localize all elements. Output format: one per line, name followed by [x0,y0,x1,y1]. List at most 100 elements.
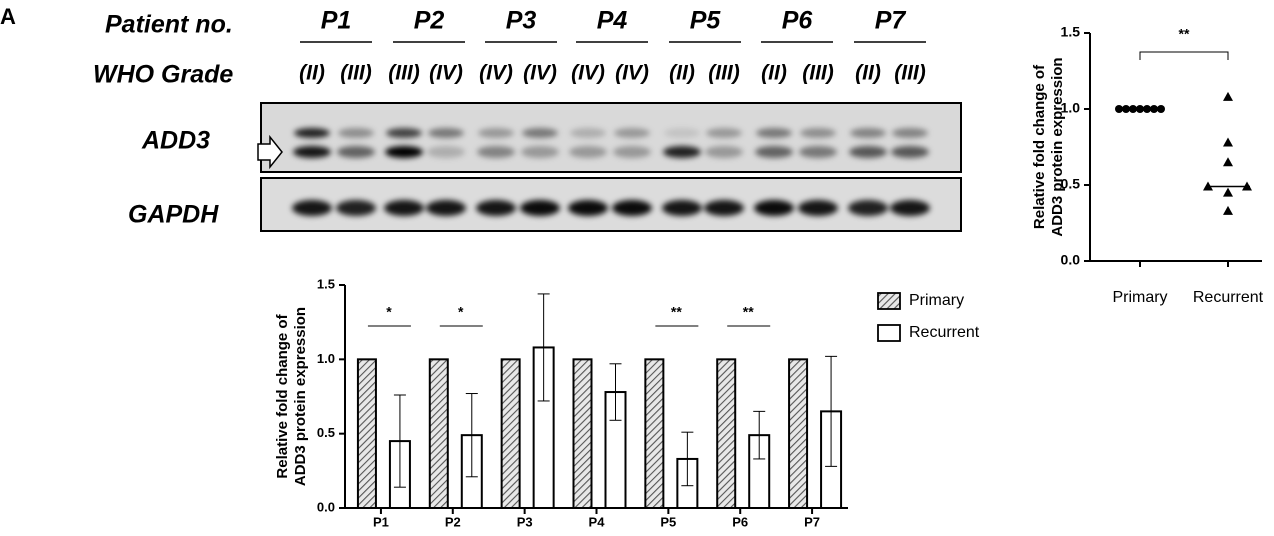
blot-band [337,146,375,158]
grade-label: (III) [340,62,372,85]
y-tick-label: 0.0 [1061,252,1081,268]
patient-label: P1 [321,7,352,35]
grade-label: (II) [299,62,325,85]
row-label: WHO Grade [93,61,233,89]
blot-band [338,128,374,138]
y-tick-label: 0.5 [1061,176,1081,192]
bar [788,358,809,510]
x-tick-label: P5 [660,514,676,529]
x-tick-label: P6 [732,514,748,529]
blot-band [891,146,929,158]
blot-band [756,128,792,138]
significance-label: ** [743,304,754,320]
blot-band [614,128,650,138]
bar [716,358,737,510]
blot-band [426,200,466,216]
blot-band [706,128,742,138]
y-tick-label: 0.0 [317,499,335,514]
blot-band [568,200,608,216]
blot-band [662,200,702,216]
x-tick-label: P2 [445,514,461,529]
blot-band [798,200,838,216]
grade-label: (IV) [429,62,463,85]
bar [356,358,377,510]
y-tick-label: 1.5 [1061,24,1081,40]
blot-band [569,146,607,158]
y-tick-label: 1.0 [317,351,335,366]
significance-label: * [386,304,392,320]
point [1223,91,1233,101]
y-axis-label: Relative fold change of [274,313,291,478]
significance-label: * [458,304,464,320]
blot-band [294,128,330,138]
blot-band [385,146,423,158]
blot-band [704,200,744,216]
patient-label: P3 [506,7,537,35]
blot-band [428,128,464,138]
panel-label: A [0,4,16,29]
blot-band [476,200,516,216]
point [1223,157,1233,167]
point [1223,205,1233,215]
significance-label: ** [1179,26,1190,42]
blot-band [754,200,794,216]
bar [572,358,593,510]
grade-label: (IV) [523,62,557,85]
legend-swatch [877,324,901,342]
row-label: Patient no. [105,11,233,39]
x-tick-label: Recurrent [1193,289,1264,306]
y-tick-label: 0.5 [317,425,335,440]
grade-label: (III) [388,62,420,85]
y-axis-label: ADD3 protein expression [1049,57,1066,236]
blot-band [336,200,376,216]
blot-band [293,146,331,158]
blot-band [386,128,422,138]
legend-label: Recurrent [909,324,980,341]
y-axis-label: ADD3 protein expression [292,307,309,486]
blot-bands [292,128,930,216]
blot-band [664,128,700,138]
blot-band [892,128,928,138]
x-tick-label: P3 [517,514,533,529]
y-axis-label: Relative fold change of [1031,64,1048,229]
patient-label: P2 [414,7,445,35]
blot-band [427,146,465,158]
arrow [257,134,283,170]
point [1223,187,1233,197]
patient-label: P7 [875,7,907,35]
blot-band [292,200,332,216]
significance-bracket [1139,51,1229,60]
grade-label: (II) [855,62,881,85]
blot-band [522,128,558,138]
patient-label: P5 [690,7,722,35]
blot-band [521,146,559,158]
grade-label: (IV) [571,62,605,85]
legend-label: Primary [909,292,964,309]
x-tick-label: Primary [1112,289,1167,306]
blot-band [570,128,606,138]
grade-label: (II) [669,62,695,85]
bar [644,358,665,510]
grade-label: (IV) [479,62,513,85]
blot-band [663,146,701,158]
grade-label: (II) [761,62,787,85]
blot-panel [260,177,962,232]
blot-band [705,146,743,158]
significance-label: ** [671,304,682,320]
bar [500,358,521,510]
x-tick-label: P4 [589,514,606,529]
x-tick-label: P7 [804,514,820,529]
blot-band [890,200,930,216]
protein-label: ADD3 [141,127,210,155]
blot-band [613,146,651,158]
blot-band [520,200,560,216]
y-tick-label: 1.0 [1061,100,1081,116]
blot-band [848,200,888,216]
blot-band [800,128,836,138]
x-tick-label: P1 [373,514,389,529]
protein-label: GAPDH [128,201,219,229]
legend-swatch [877,292,901,310]
blot-band [477,146,515,158]
blot-band [849,146,887,158]
